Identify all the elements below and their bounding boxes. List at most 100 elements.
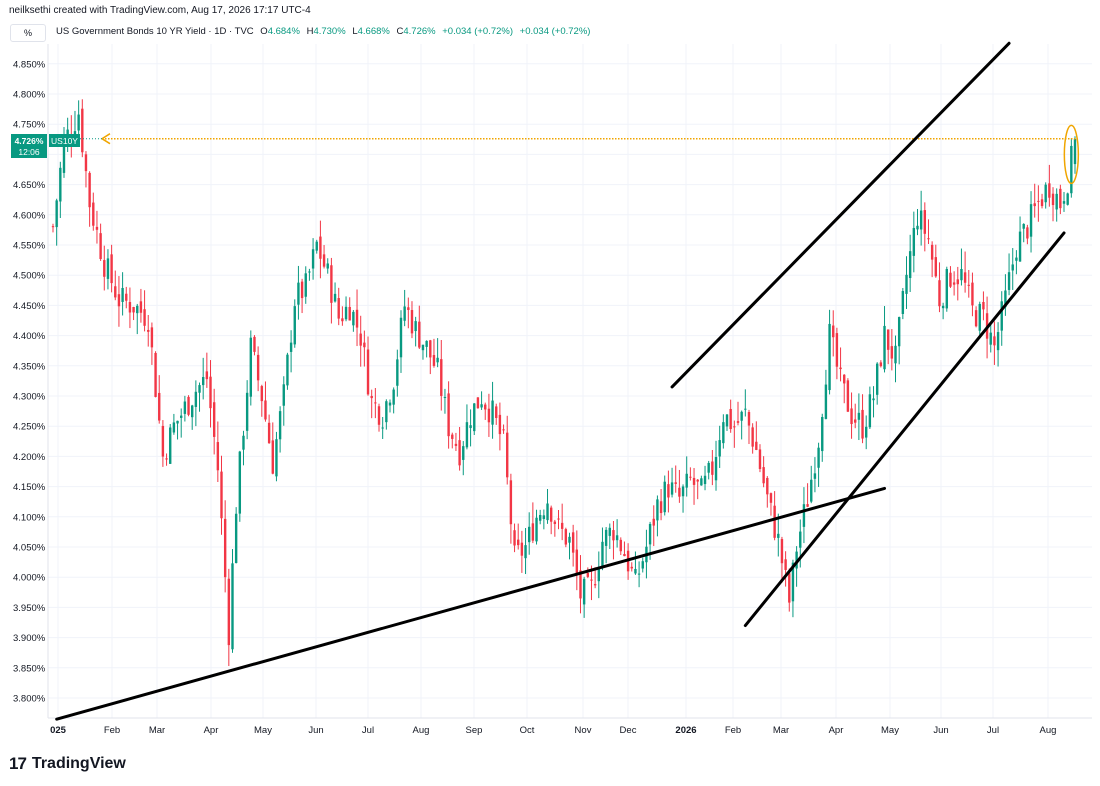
candle-body bbox=[612, 530, 615, 541]
trend-line[interactable] bbox=[670, 41, 1011, 389]
x-axis[interactable]: 025 Feb Mar Apr May Jun Jul Aug Sep Oct Nov Dec 2026… bbox=[50, 725, 1056, 736]
candle-body bbox=[1018, 231, 1022, 262]
tradingview-logo[interactable]: 17 TradingView bbox=[9, 754, 126, 774]
candle-body bbox=[264, 400, 267, 420]
y-tick-label: 4.050% bbox=[13, 543, 46, 554]
candle-body bbox=[319, 236, 322, 259]
candle-body bbox=[916, 225, 919, 230]
candle-body bbox=[575, 549, 579, 575]
candle-body bbox=[403, 306, 406, 321]
candle-body bbox=[945, 268, 948, 309]
candle-body bbox=[381, 427, 384, 429]
candle-body bbox=[597, 568, 600, 582]
candle-body bbox=[883, 325, 886, 370]
candle-body bbox=[209, 376, 212, 409]
candle-body bbox=[473, 403, 476, 432]
close-label: C bbox=[396, 26, 404, 37]
candle-body bbox=[817, 447, 820, 468]
candle-body bbox=[601, 541, 604, 569]
candle-body bbox=[487, 408, 491, 423]
candle-body bbox=[1015, 257, 1018, 261]
y-axis[interactable]: 4.850%4.800%4.750%4.700%4.650%4.600%4.55… bbox=[13, 59, 46, 704]
candle-body bbox=[872, 398, 875, 401]
x-tick-label: Sep bbox=[466, 725, 483, 736]
open-label: O bbox=[260, 26, 268, 37]
candle-body bbox=[905, 274, 908, 294]
y-tick-label: 4.550% bbox=[13, 241, 46, 252]
candle-body bbox=[718, 440, 721, 457]
candle-body bbox=[908, 251, 912, 279]
horizontal-price-line[interactable] bbox=[80, 133, 1077, 145]
candle-body bbox=[524, 545, 527, 559]
change-value-secondary: +0.034 (+0.72%) bbox=[519, 26, 591, 37]
candle-body bbox=[509, 480, 513, 525]
candle-body bbox=[1011, 264, 1014, 271]
candle-body bbox=[659, 501, 663, 514]
candle-body bbox=[1051, 193, 1055, 206]
candle-body bbox=[993, 336, 996, 346]
candle-body bbox=[289, 342, 293, 352]
candle-body bbox=[476, 397, 480, 409]
x-tick-label: 025 bbox=[50, 725, 67, 736]
candle-body bbox=[875, 363, 879, 395]
candle-body bbox=[278, 411, 282, 440]
candle-body bbox=[99, 233, 102, 260]
trend-lines[interactable] bbox=[55, 41, 1066, 721]
x-tick-label: May bbox=[881, 725, 899, 736]
candle-body bbox=[136, 305, 139, 314]
candle-body bbox=[506, 432, 509, 478]
candle-body bbox=[421, 344, 425, 351]
candle-body bbox=[1033, 203, 1036, 207]
candle-body bbox=[238, 451, 242, 514]
x-tick-label: Nov bbox=[575, 725, 592, 736]
y-tick-label: 3.900% bbox=[13, 633, 46, 644]
change-value: +0.034 (+0.72%) bbox=[442, 26, 514, 37]
candle-body bbox=[480, 404, 483, 408]
candle-body bbox=[854, 419, 857, 423]
candle-body bbox=[227, 578, 231, 646]
trend-line[interactable] bbox=[743, 231, 1066, 628]
chart-credit: neilksethi created with TradingView.com,… bbox=[9, 5, 311, 16]
candle-body bbox=[729, 408, 732, 430]
candle-body bbox=[128, 302, 132, 313]
candle-body bbox=[158, 392, 161, 421]
candle-body bbox=[150, 327, 154, 348]
candle-body bbox=[271, 440, 274, 474]
candle-body bbox=[432, 355, 436, 366]
symbol-title[interactable]: US Government Bonds 10 YR Yield · 1D · T… bbox=[56, 26, 254, 37]
candle-body bbox=[615, 535, 619, 541]
candle-body bbox=[608, 527, 611, 536]
x-tick-label: Dec bbox=[620, 725, 637, 736]
candle-body bbox=[824, 384, 828, 419]
candle-body bbox=[374, 402, 377, 404]
candle-body bbox=[447, 393, 450, 437]
y-tick-label: 4.300% bbox=[13, 392, 46, 403]
candle-body bbox=[528, 526, 531, 543]
candle-body bbox=[498, 414, 502, 435]
highlight-ellipse[interactable] bbox=[1063, 124, 1080, 185]
symbol-tag-box bbox=[49, 134, 80, 147]
highlight-ellipse-shape[interactable] bbox=[1063, 124, 1080, 185]
percent-scale-button[interactable]: % bbox=[10, 24, 46, 42]
candle-body bbox=[205, 371, 209, 380]
candle-body bbox=[593, 584, 597, 586]
candle-body bbox=[1040, 199, 1044, 207]
tradingview-brand: TradingView bbox=[31, 755, 126, 772]
x-tick-label: Jun bbox=[933, 725, 948, 736]
candle-body bbox=[344, 306, 348, 320]
candle-body bbox=[88, 172, 91, 208]
candle-body bbox=[846, 380, 850, 412]
candle-body bbox=[223, 518, 227, 578]
candle-body bbox=[183, 401, 187, 414]
candle-body bbox=[557, 518, 560, 520]
y-tick-label: 3.850% bbox=[13, 663, 46, 674]
candle-body bbox=[604, 529, 608, 546]
candle-body bbox=[465, 422, 469, 448]
candle-body bbox=[678, 487, 681, 497]
x-tick-label: 2026 bbox=[675, 725, 696, 736]
trend-line[interactable] bbox=[55, 486, 887, 721]
candle-body bbox=[359, 333, 362, 346]
chart-grid bbox=[48, 44, 1092, 718]
y-tick-label: 4.200% bbox=[13, 452, 46, 463]
